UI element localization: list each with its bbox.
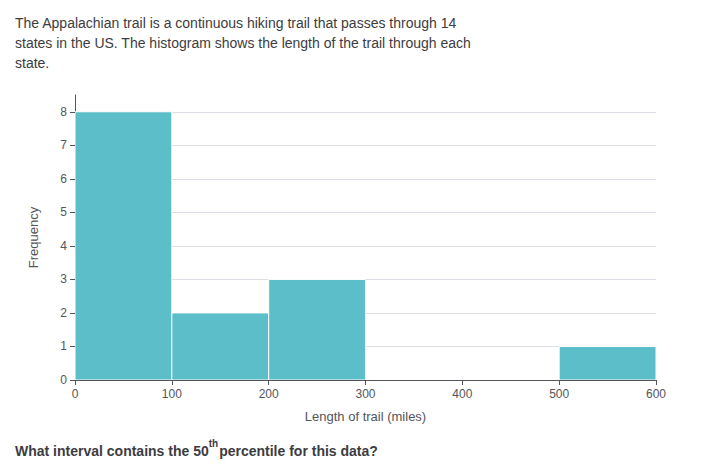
svg-text:6: 6: [60, 172, 67, 186]
svg-text:states in the US. The histogra: states in the US. The histogram shows th…: [15, 35, 471, 51]
svg-text:100: 100: [162, 387, 182, 401]
svg-text:for this data?: for this data?: [285, 443, 378, 459]
svg-text:1: 1: [60, 339, 67, 353]
svg-text:5: 5: [60, 205, 67, 219]
svg-text:200: 200: [259, 387, 279, 401]
svg-text:Length of trail (miles): Length of trail (miles): [305, 409, 426, 424]
svg-text:2: 2: [60, 306, 67, 320]
svg-text:0: 0: [72, 387, 79, 401]
svg-text:400: 400: [452, 387, 472, 401]
svg-text:Frequency: Frequency: [26, 206, 41, 268]
svg-text:0: 0: [60, 373, 67, 387]
svg-text:3: 3: [60, 272, 67, 286]
svg-text:600: 600: [646, 387, 666, 401]
svg-text:th: th: [209, 438, 218, 449]
svg-text:8: 8: [60, 105, 67, 119]
svg-text:4: 4: [60, 239, 67, 253]
svg-text:What interval contains the 50: What interval contains the 50: [15, 443, 209, 459]
svg-text:300: 300: [355, 387, 375, 401]
svg-text:The Appalachian trail is a con: The Appalachian trail is a continuous hi…: [15, 15, 456, 31]
svg-text:state.: state.: [15, 55, 49, 71]
svg-text:7: 7: [60, 138, 67, 152]
svg-text:percentile: percentile: [219, 443, 285, 459]
svg-text:500: 500: [549, 387, 569, 401]
